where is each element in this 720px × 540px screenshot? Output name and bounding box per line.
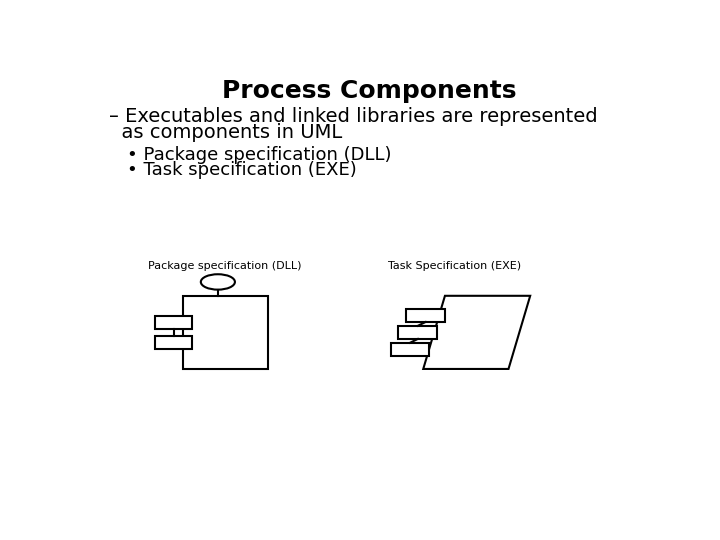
Text: Task Specification (EXE): Task Specification (EXE)	[388, 261, 521, 271]
Bar	[406, 309, 445, 322]
Bar	[391, 343, 429, 356]
Text: as components in UML: as components in UML	[109, 123, 343, 143]
Bar	[155, 316, 192, 329]
Text: • Task specification (EXE): • Task specification (EXE)	[127, 161, 357, 179]
Bar	[155, 336, 192, 349]
Text: • Package specification (DLL): • Package specification (DLL)	[127, 146, 392, 164]
Polygon shape	[423, 296, 530, 369]
Text: Process Components: Process Components	[222, 79, 516, 103]
Text: Package specification (DLL): Package specification (DLL)	[148, 261, 302, 271]
Bar	[183, 296, 269, 369]
Ellipse shape	[201, 274, 235, 289]
Bar	[398, 326, 437, 339]
Text: – Executables and linked libraries are represented: – Executables and linked libraries are r…	[109, 107, 598, 126]
